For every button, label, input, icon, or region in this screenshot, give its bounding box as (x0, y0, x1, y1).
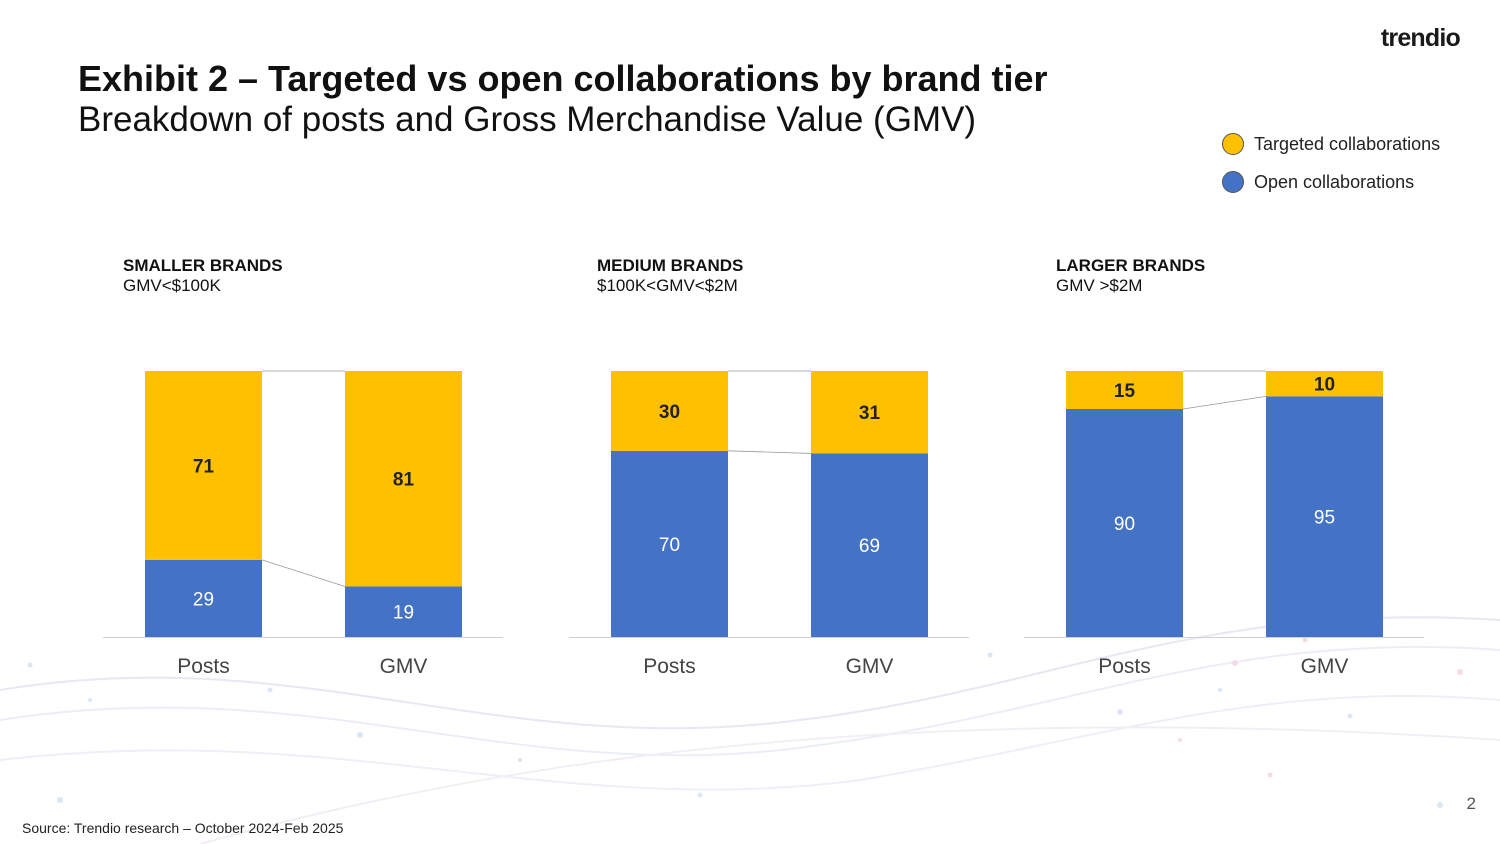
data-label-targeted-posts-smaller: 71 (193, 456, 215, 477)
data-label-targeted-posts-medium: 30 (659, 402, 680, 423)
bar-open-posts-medium (611, 450, 728, 637)
panel-title-larger: LARGER BRANDS (1056, 256, 1206, 275)
tick-label-gmv-medium: GMV (846, 655, 894, 678)
bar-open-gmv-smaller (345, 586, 462, 637)
tick-label-posts-larger: Posts (1098, 655, 1151, 678)
bar-open-posts-larger (1066, 409, 1183, 637)
data-label-targeted-gmv-medium: 31 (859, 403, 881, 424)
legend-swatch-targeted (1222, 133, 1244, 155)
panel-header-smaller: SMALLER BRANDS GMV<$100K (123, 256, 283, 296)
panel-subtitle-larger: GMV >$2M (1056, 276, 1143, 295)
bar-targeted-posts-smaller (145, 371, 262, 560)
tick-label-posts-smaller: Posts (177, 655, 230, 678)
connector-split-smaller (261, 559, 346, 587)
data-label-open-posts-medium: 70 (659, 535, 680, 556)
bar-targeted-posts-larger (1066, 371, 1183, 409)
legend-label-targeted: Targeted collaborations (1254, 133, 1441, 154)
data-label-open-gmv-smaller: 19 (393, 603, 414, 624)
bar-targeted-gmv-medium (811, 371, 928, 454)
panel-subtitle-medium: $100K<GMV<$2M (597, 276, 738, 295)
source-note: Source: Trendio research – October 2024-… (22, 820, 344, 836)
bar-open-gmv-medium (811, 453, 928, 637)
panel-title-medium: MEDIUM BRANDS (597, 256, 744, 275)
panel-title-smaller: SMALLER BRANDS (123, 256, 283, 275)
bar-open-posts-smaller (145, 559, 262, 637)
data-label-open-gmv-larger: 95 (1314, 508, 1335, 529)
data-label-open-posts-smaller: 29 (193, 589, 214, 610)
connector-split-larger (1182, 395, 1267, 410)
legend-label-open: Open collaborations (1254, 171, 1415, 192)
legend-swatch-open (1222, 171, 1244, 193)
bar-targeted-posts-medium (611, 371, 728, 451)
bar-open-gmv-larger (1266, 396, 1383, 637)
data-label-targeted-gmv-larger: 10 (1314, 375, 1335, 396)
data-label-open-posts-larger: 90 (1114, 514, 1135, 535)
page-subtitle: Breakdown of posts and Gross Merchandise… (78, 100, 977, 139)
panel-header-larger: LARGER BRANDS GMV >$2M (1056, 256, 1205, 296)
tick-label-gmv-larger: GMV (1301, 655, 1349, 678)
panel-header-medium: MEDIUM BRANDS $100K<GMV<$2M (597, 256, 743, 296)
page-number: 2 (1466, 794, 1476, 813)
connector-split-medium (727, 450, 812, 454)
panel-subtitle-smaller: GMV<$100K (123, 276, 221, 295)
page-title: Exhibit 2 – Targeted vs open collaborati… (78, 58, 1048, 99)
bar-targeted-gmv-smaller (345, 371, 462, 587)
legend-item-targeted: Targeted collaborations (1222, 132, 1440, 156)
bar-targeted-gmv-larger (1266, 371, 1383, 397)
data-label-targeted-gmv-smaller: 81 (393, 470, 415, 491)
data-label-open-gmv-medium: 69 (859, 536, 880, 557)
tick-label-posts-medium: Posts (643, 655, 696, 678)
trendio-logo: trendio (1380, 24, 1461, 52)
data-label-targeted-posts-larger: 15 (1114, 381, 1136, 402)
tick-label-gmv-smaller: GMV (380, 655, 428, 678)
legend-item-open: Open collaborations (1222, 170, 1414, 194)
